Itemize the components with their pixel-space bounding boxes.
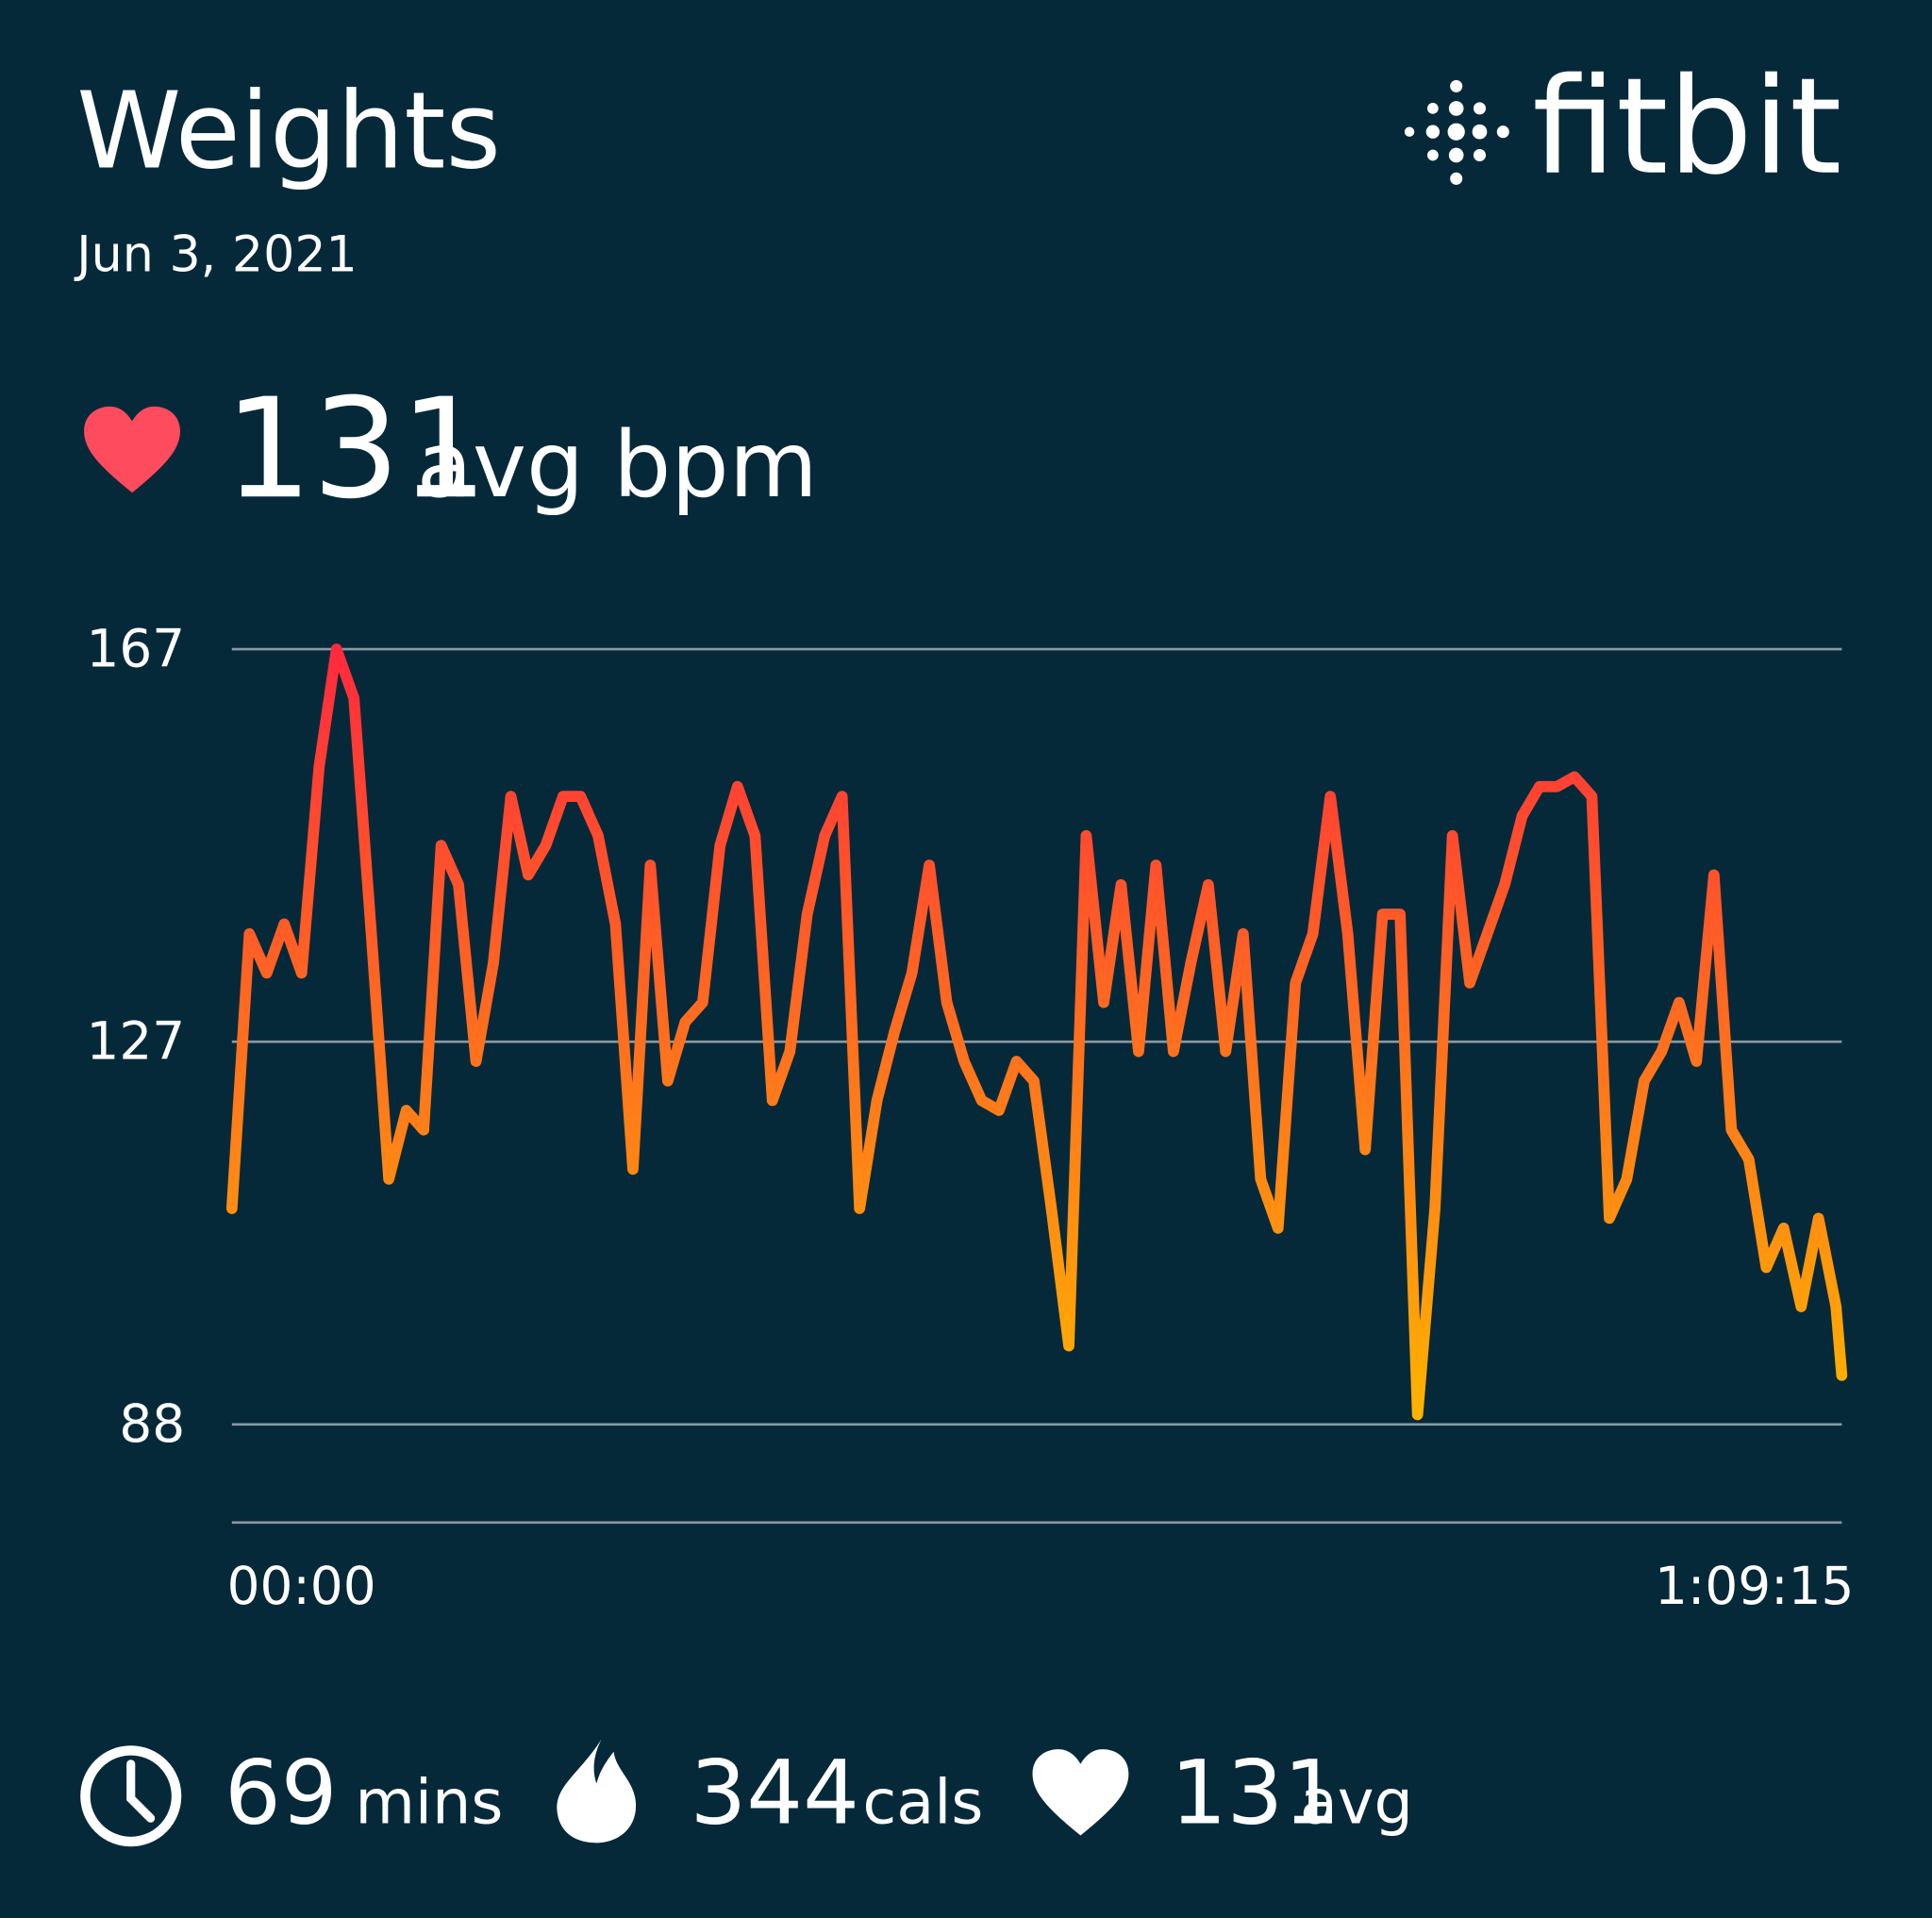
heart-icon — [84, 406, 180, 493]
clock-hands — [126, 1760, 156, 1823]
duration-unit: mins — [355, 1766, 503, 1838]
avg-unit: avg — [1300, 1766, 1413, 1838]
x-tick-label: 1:09:15 — [1655, 1556, 1854, 1616]
flame-icon — [557, 1739, 637, 1843]
brand-logo-icon — [1404, 79, 1509, 185]
heart-icon-footer — [1032, 1749, 1129, 1836]
calories-unit: cals — [862, 1766, 983, 1838]
summary-value: 131 — [225, 369, 488, 529]
y-tick-label: 88 — [119, 1393, 185, 1454]
y-tick-label: 167 — [87, 618, 186, 678]
x-tick-label: 00:00 — [227, 1556, 376, 1616]
title: Weights — [76, 71, 501, 193]
summary-unit: avg bpm — [417, 411, 818, 518]
duration-value: 69 — [225, 1742, 338, 1844]
brand: fitbit — [1532, 50, 1841, 205]
calories-value: 344 — [691, 1742, 859, 1844]
y-tick-label: 127 — [87, 1010, 186, 1071]
heart-rate-line — [225, 643, 1848, 1421]
date: Jun 3, 2021 — [74, 226, 358, 283]
avg-value: 131 — [1171, 1742, 1340, 1844]
clock-icon — [80, 1745, 182, 1847]
plot: 88 127 167 00:00 1:09:15 — [87, 618, 1855, 1616]
